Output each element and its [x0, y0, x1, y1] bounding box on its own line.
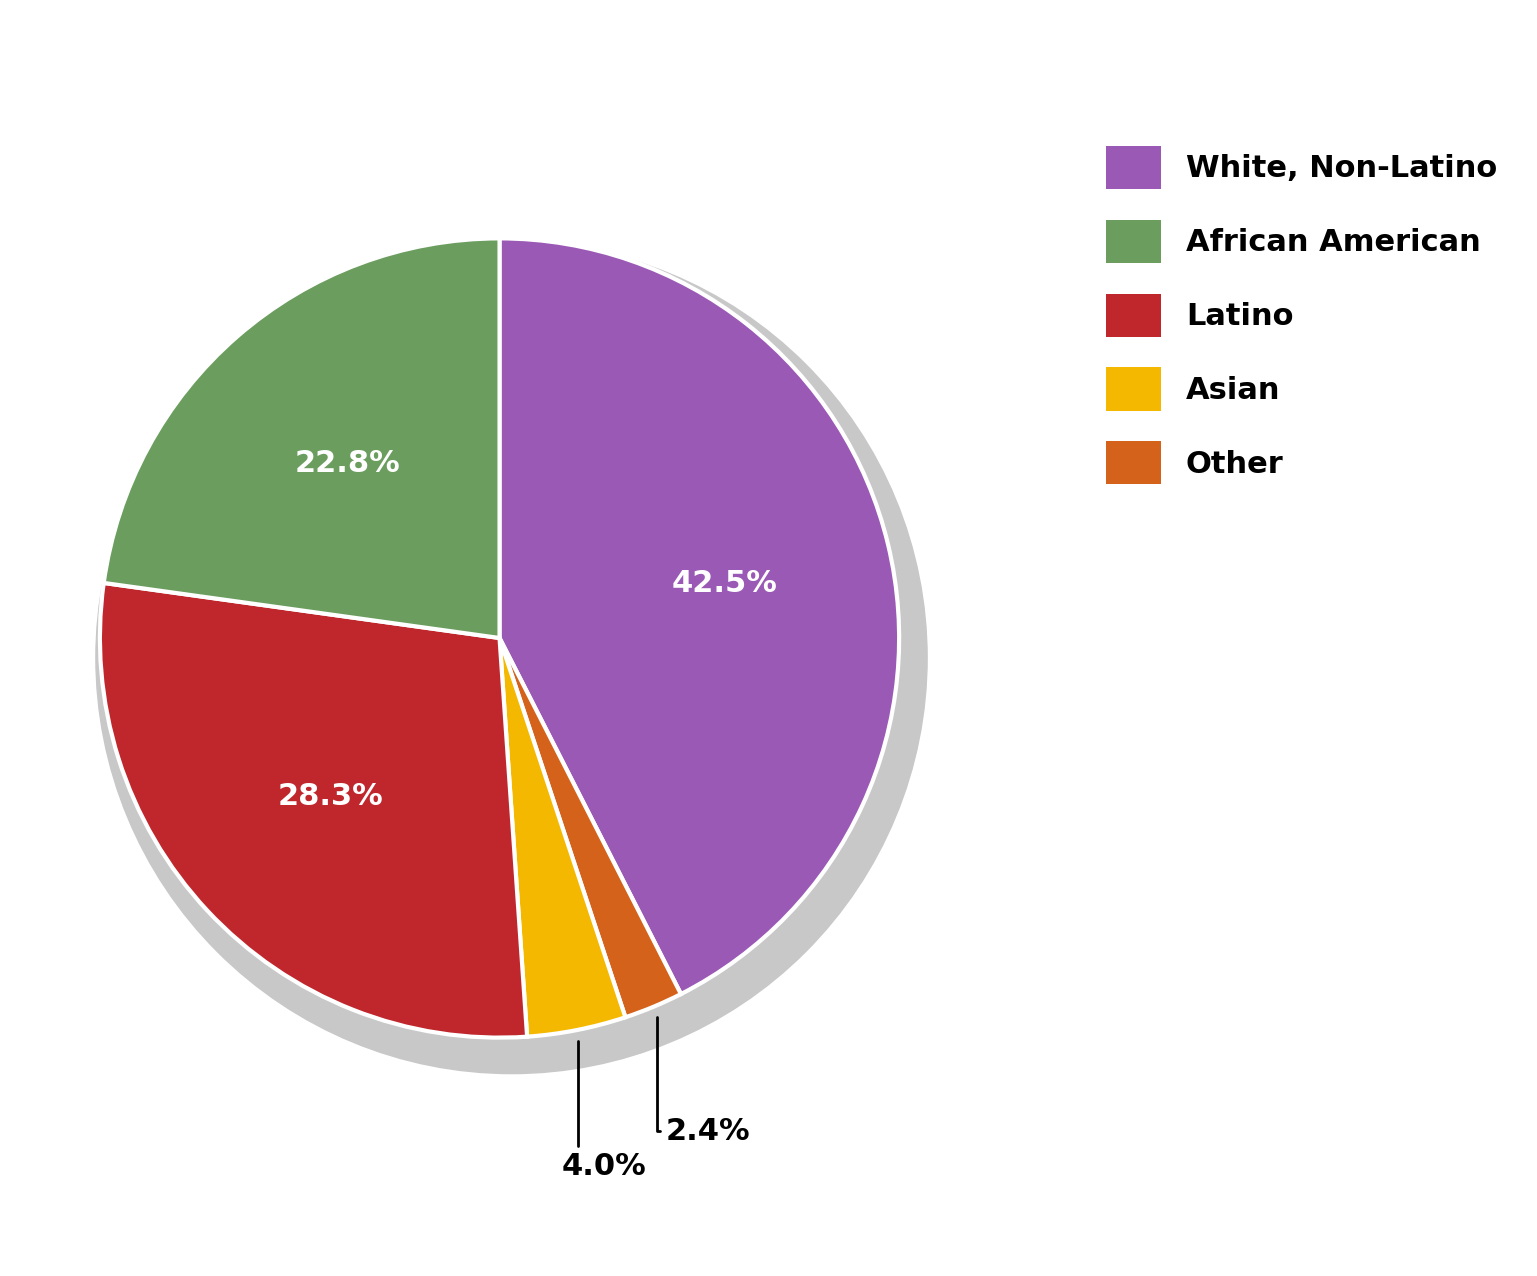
- Legend: White, Non-Latino, African American, Latino, Asian, Other: White, Non-Latino, African American, Lat…: [1094, 134, 1509, 496]
- Wedge shape: [103, 239, 500, 638]
- Text: 22.8%: 22.8%: [295, 449, 400, 477]
- Text: 42.5%: 42.5%: [672, 569, 778, 598]
- Text: 2.4%: 2.4%: [656, 1017, 750, 1146]
- Text: 4.0%: 4.0%: [561, 1041, 647, 1180]
- Wedge shape: [500, 239, 899, 994]
- Text: 28.3%: 28.3%: [277, 782, 383, 810]
- Circle shape: [95, 242, 927, 1073]
- Wedge shape: [500, 638, 681, 1017]
- Wedge shape: [100, 583, 527, 1037]
- Wedge shape: [500, 638, 626, 1036]
